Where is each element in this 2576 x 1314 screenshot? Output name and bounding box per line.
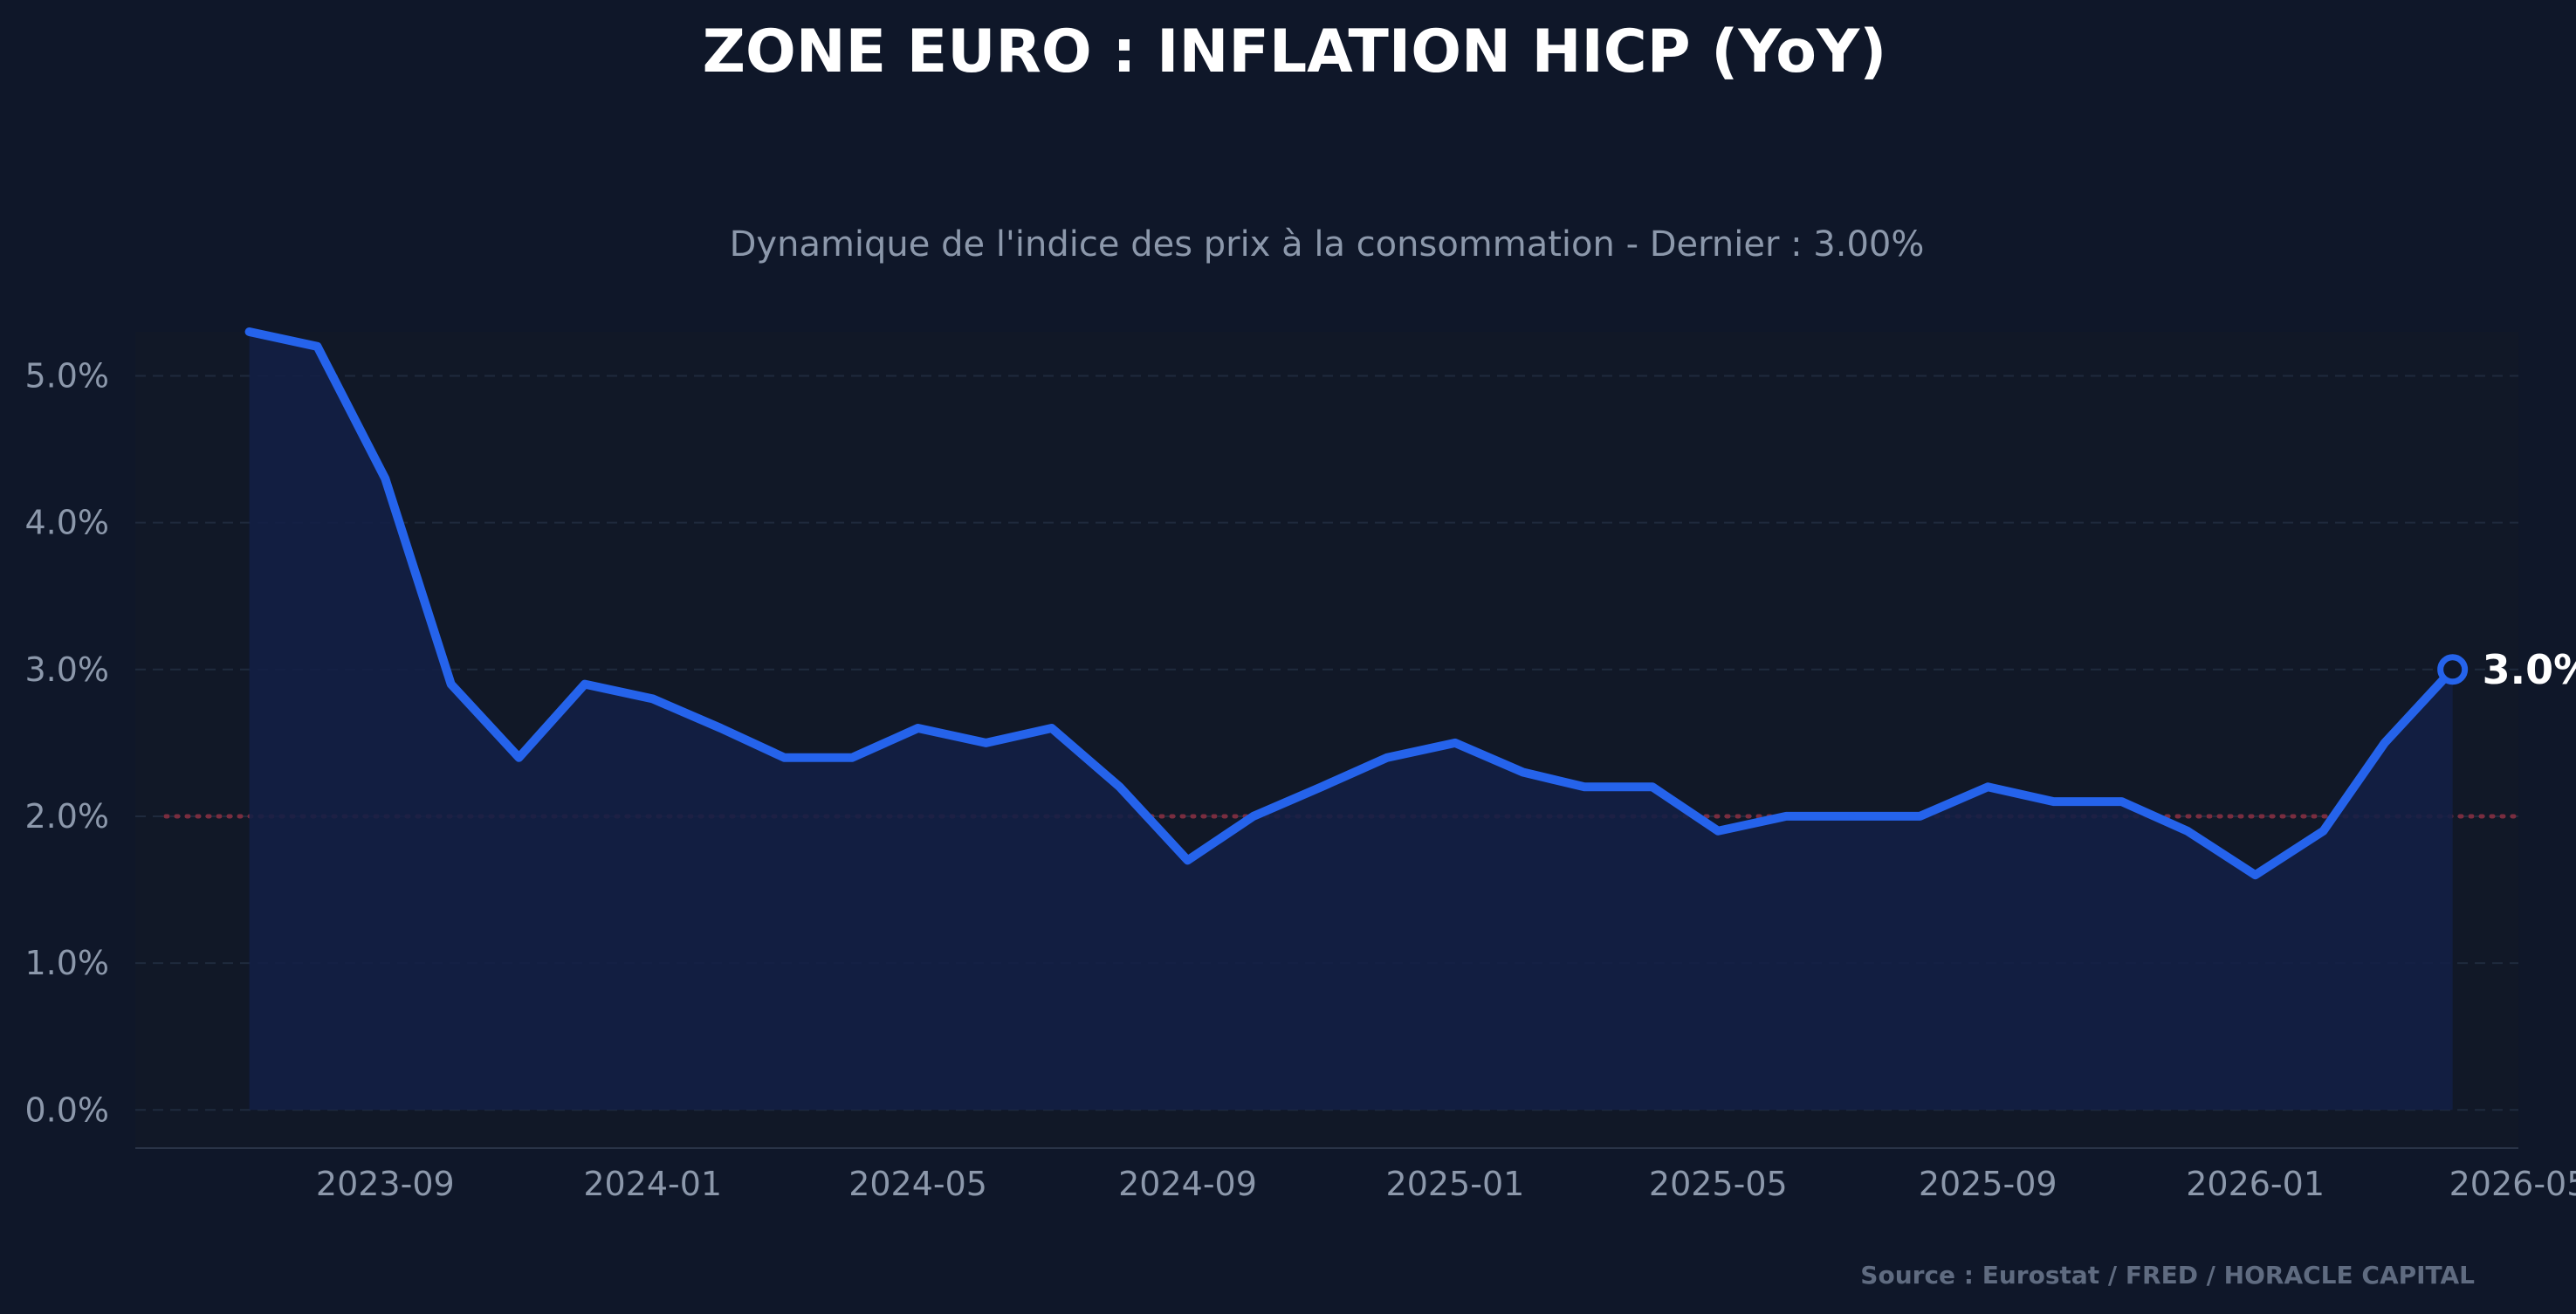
data-point [1714, 827, 1722, 835]
source-note: Source : Eurostat / FRED / HORACLE CAPIT… [1860, 1261, 2475, 1290]
y-tick-label: 0.0% [24, 1090, 109, 1129]
x-tick-label: 2024-05 [848, 1165, 987, 1203]
data-point [1916, 812, 1924, 820]
x-tick-label: 2024-09 [1118, 1165, 1257, 1203]
x-tick-label: 2025-01 [1386, 1165, 1525, 1203]
x-axis-ticks: 2023-09 2024-01 2024-05 2024-09 2025-01 2025-… [316, 1165, 2576, 1203]
inflation-area-fill [249, 332, 2453, 1111]
data-point [245, 328, 253, 335]
data-point [1249, 812, 1257, 820]
y-tick-label: 4.0% [24, 504, 109, 542]
x-tick-label: 2025-05 [1649, 1165, 1788, 1203]
data-point [2251, 871, 2259, 879]
chart-subtitle: Dynamique de l'indice des prix à la cons… [730, 224, 1925, 265]
x-tick-label: 2025-09 [1919, 1165, 2057, 1203]
data-point [848, 753, 856, 761]
data-point [2380, 739, 2388, 746]
last-value-marker [2437, 654, 2469, 685]
data-point [1184, 857, 1192, 864]
data-point [447, 680, 455, 688]
data-point [1451, 739, 1459, 746]
data-point [1116, 783, 1123, 791]
data-point [1848, 812, 1856, 820]
data-point [2183, 827, 2191, 835]
data-point [1648, 783, 1656, 791]
data-point [2118, 798, 2126, 806]
data-point [381, 475, 389, 483]
x-tick-label: 2024-01 [583, 1165, 722, 1203]
x-tick-label: 2023-09 [316, 1165, 455, 1203]
data-point [1519, 768, 1527, 776]
data-point [2319, 827, 2327, 835]
chart-title: ZONE EURO : INFLATION HICP (YoY) [703, 17, 1887, 86]
y-tick-label: 5.0% [24, 356, 109, 395]
y-tick-label: 3.0% [24, 650, 109, 689]
data-point [1317, 783, 1325, 791]
data-point [649, 695, 656, 703]
inflation-series-line [244, 327, 2457, 880]
data-point [1384, 753, 1391, 761]
y-tick-label: 2.0% [24, 797, 109, 836]
data-point [1581, 783, 1589, 791]
data-points [245, 328, 2456, 879]
last-value-label: 3.0% [2483, 646, 2576, 693]
x-tick-label: 2026-01 [2186, 1165, 2325, 1203]
data-point [717, 725, 725, 733]
data-point [2050, 798, 2057, 806]
y-tick-label: 1.0% [24, 944, 109, 982]
data-point [1048, 725, 1055, 733]
x-tick-label: 2026-05 [2449, 1165, 2576, 1203]
data-point [982, 739, 990, 746]
data-point [1984, 783, 1992, 791]
data-point [1783, 812, 1790, 820]
y-axis-ticks: 0.0% 1.0% 2.0% 3.0% 4.0% 5.0% [24, 356, 109, 1129]
data-point [515, 753, 523, 761]
data-point [914, 725, 922, 733]
data-point [580, 680, 588, 688]
data-point [313, 342, 321, 350]
data-point [780, 753, 788, 761]
